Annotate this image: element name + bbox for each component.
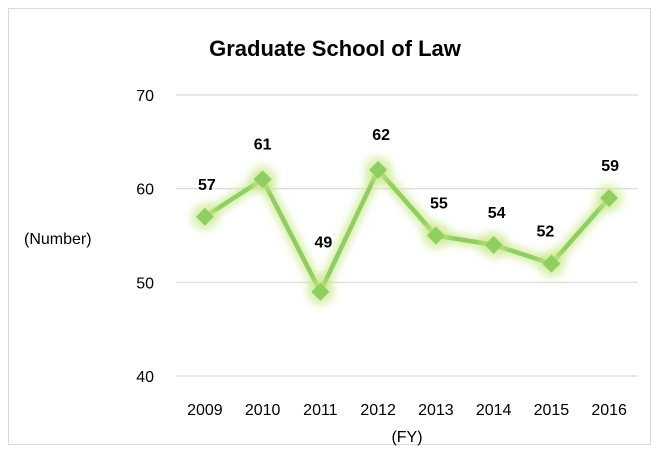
x-tick-label: 2015 xyxy=(534,402,570,419)
chart-title: Graduate School of Law xyxy=(209,36,462,61)
data-label: 49 xyxy=(314,235,332,252)
data-label: 52 xyxy=(536,224,554,241)
y-axis-ticks: 40 50 60 70 xyxy=(136,88,154,386)
y-tick-label: 50 xyxy=(136,275,154,292)
x-axis-label: (FY) xyxy=(391,429,422,446)
y-axis-label: (Number) xyxy=(24,231,92,248)
x-tick-label: 2014 xyxy=(476,402,512,419)
data-point-marker xyxy=(369,160,388,179)
data-label: 54 xyxy=(488,205,506,222)
data-label: 62 xyxy=(372,127,390,144)
x-tick-label: 2010 xyxy=(245,402,281,419)
data-labels: 57 61 49 62 55 54 52 59 xyxy=(198,127,619,252)
x-axis-ticks: 2009 2010 2011 2012 2013 2014 2015 2016 xyxy=(187,402,627,419)
x-tick-label: 2013 xyxy=(418,402,454,419)
data-point-marker xyxy=(253,170,272,189)
data-point-marker xyxy=(542,254,561,273)
data-markers xyxy=(190,155,624,306)
chart-frame xyxy=(8,8,651,445)
data-point-marker xyxy=(600,189,619,208)
data-point-marker xyxy=(195,207,214,226)
data-point-marker xyxy=(426,226,445,245)
data-label: 57 xyxy=(198,177,216,194)
data-point-marker xyxy=(311,282,330,301)
y-tick-label: 40 xyxy=(136,369,154,386)
y-tick-label: 60 xyxy=(136,182,154,199)
data-point-marker xyxy=(484,235,503,254)
data-label: 61 xyxy=(254,136,272,153)
x-tick-label: 2009 xyxy=(187,402,223,419)
x-tick-label: 2012 xyxy=(360,402,396,419)
x-tick-label: 2011 xyxy=(303,402,338,419)
data-label: 59 xyxy=(601,158,619,175)
data-label: 55 xyxy=(430,196,448,213)
x-tick-label: 2016 xyxy=(591,402,627,419)
y-tick-label: 70 xyxy=(136,88,154,105)
